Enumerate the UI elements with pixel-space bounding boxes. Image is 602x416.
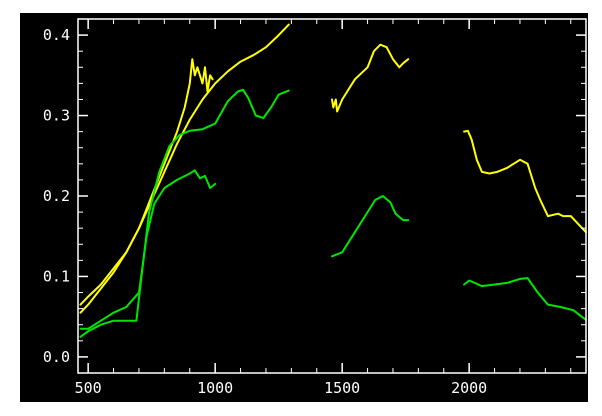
y-tick-label: 0.0 bbox=[43, 348, 70, 366]
series-0-segment-2 bbox=[331, 43, 410, 113]
y-tick-label: 0.1 bbox=[43, 267, 70, 285]
x-tick-label: 500 bbox=[75, 379, 102, 397]
y-tick-label: 0.3 bbox=[43, 107, 70, 125]
series-1-segment-0 bbox=[79, 169, 217, 330]
x-tick-label: 2000 bbox=[451, 379, 487, 397]
chart-container: 0.0 0.1 0.2 0.3 0.4 500 1000 1500 2000 bbox=[20, 13, 588, 402]
series-0-segment-3 bbox=[463, 129, 587, 234]
spectrum-chart: 0.0 0.1 0.2 0.3 0.4 500 1000 1500 2000 bbox=[43, 18, 587, 397]
series-layer bbox=[79, 23, 587, 338]
series-1-segment-3 bbox=[463, 277, 587, 321]
x-tick-label: 1500 bbox=[324, 379, 360, 397]
y-tick-label: 0.4 bbox=[43, 26, 70, 44]
series-0-segment-1 bbox=[79, 23, 290, 314]
axis-layer: 0.0 0.1 0.2 0.3 0.4 500 1000 1500 2000 bbox=[43, 18, 587, 397]
x-tick-label: 1000 bbox=[197, 379, 233, 397]
series-0-segment-0 bbox=[79, 58, 214, 306]
series-1-segment-2 bbox=[331, 195, 410, 258]
y-tick-label: 0.2 bbox=[43, 187, 70, 205]
series-1-segment-1 bbox=[79, 88, 290, 338]
